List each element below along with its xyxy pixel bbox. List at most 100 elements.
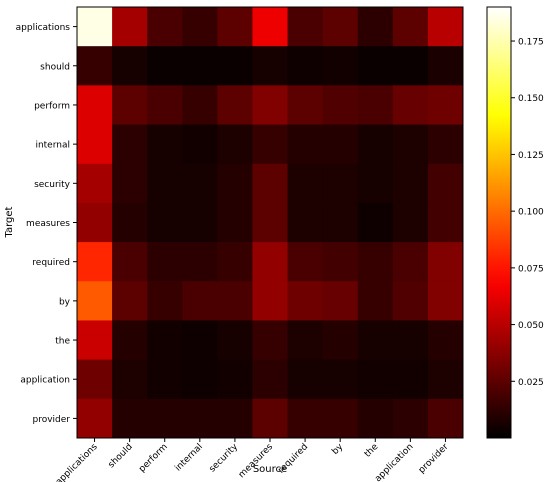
y-tick-label: security (34, 180, 71, 190)
heatmap-cell (252, 398, 289, 439)
colorbar-tick-label: 0.150 (518, 94, 544, 104)
heatmap-cell (112, 281, 148, 321)
heatmap-cell (112, 320, 148, 361)
colorbar: 0.025 0.050 0.075 0.100 0.125 0.150 0.175 (486, 6, 544, 439)
heatmap-cell (427, 242, 464, 282)
x-tick-label: by (330, 442, 345, 457)
heatmap-cell (322, 281, 359, 321)
heatmap-cell (427, 320, 464, 361)
heatmap-cell (322, 202, 359, 243)
heatmap-cell (217, 202, 253, 243)
heatmap-cell (357, 359, 394, 400)
heatmap-cell (217, 320, 253, 361)
heatmap-cell (147, 202, 183, 243)
colorbar-tick-label: 0.075 (518, 264, 544, 274)
colorbar-tick-label: 0.125 (518, 151, 544, 161)
heatmap-cell (392, 163, 429, 204)
heatmap-cell (217, 398, 253, 439)
heatmap-cell (112, 398, 148, 439)
y-tick-label: applications (16, 23, 71, 33)
y-tick-label: provider (33, 415, 71, 425)
heatmap-cell (252, 202, 289, 243)
x-axis-title: Source (253, 464, 287, 475)
heatmap-cell (147, 124, 183, 165)
heatmap-cell (77, 7, 113, 47)
heatmap-cell (392, 359, 429, 400)
heatmap-cell (147, 281, 183, 321)
heatmap-cell (182, 242, 218, 282)
heatmap-cell (427, 359, 464, 400)
heatmap-cell (77, 202, 113, 243)
y-axis-ticks: applications should perform internal securit… (16, 23, 77, 425)
heatmap-cell (77, 163, 113, 204)
heatmap-cell (357, 85, 394, 126)
heatmap-cell (182, 202, 218, 243)
colorbar-ticks: 0.025 0.050 0.075 0.100 0.125 0.150 0.175 (511, 38, 544, 388)
heatmap-cell (77, 320, 113, 361)
heatmap-cell (427, 202, 464, 243)
heatmap-cell (392, 281, 429, 321)
heatmap-cell (182, 7, 218, 47)
heatmap-cell (357, 7, 394, 47)
heatmap-cell (287, 281, 324, 321)
heatmap-cell (357, 320, 394, 361)
heatmap-cell (252, 320, 289, 361)
heatmap-cell (112, 242, 148, 282)
heatmap-cell (392, 85, 429, 126)
heatmap-cell (287, 359, 324, 400)
y-tick-label: by (59, 297, 71, 307)
heatmap-cell (357, 281, 394, 321)
colorbar-tick-label: 0.050 (518, 321, 544, 331)
heatmap-cell (357, 398, 394, 439)
y-tick-label: measures (26, 219, 70, 229)
heatmap-cell (147, 46, 183, 86)
heatmap-cell (112, 202, 148, 243)
colorbar-tick-label: 0.100 (518, 208, 544, 218)
heatmap-cell (427, 163, 464, 204)
heatmap-cell (322, 163, 359, 204)
heatmap-cell (357, 124, 394, 165)
y-tick-label: perform (34, 101, 70, 111)
heatmap-cell (77, 46, 113, 86)
y-tick-label: application (20, 376, 70, 386)
heatmap-cell (392, 7, 429, 47)
heatmap-cell (322, 46, 359, 86)
heatmap-cell (427, 398, 464, 439)
heatmap-cell (252, 242, 289, 282)
heatmap-cell (392, 124, 429, 165)
heatmap-cell (217, 85, 253, 126)
x-tick-label: application (373, 442, 415, 482)
heatmap-cell (322, 398, 359, 439)
heatmap-cell (287, 7, 324, 47)
heatmap-cell (217, 124, 253, 165)
heatmap-cell (287, 163, 324, 204)
heatmap-cell (322, 7, 359, 47)
x-tick-label: security (208, 442, 241, 475)
x-tick-label: the (363, 442, 381, 460)
heatmap-cell (357, 202, 394, 243)
heatmap-cell (112, 7, 148, 47)
heatmap-cell (252, 85, 289, 126)
x-tick-label: internal (173, 442, 204, 473)
heatmap-cell (77, 85, 113, 126)
heatmap-cell (182, 85, 218, 126)
y-axis-title: Target (4, 206, 15, 238)
heatmap-cell (217, 7, 253, 47)
heatmap-cell (252, 163, 289, 204)
heatmap-cell (357, 242, 394, 282)
heatmap-cell (147, 320, 183, 361)
heatmap-cell (287, 320, 324, 361)
heatmap-cell (112, 46, 148, 86)
x-tick-label: should (107, 442, 135, 470)
heatmap-cell (217, 163, 253, 204)
heatmap-cell (147, 163, 183, 204)
heatmap-cell (112, 85, 148, 126)
heatmap-cell (217, 46, 253, 86)
y-tick-label: should (40, 62, 70, 72)
heatmap-cell (77, 281, 113, 321)
heatmap-cell (77, 242, 113, 282)
heatmap-cell (252, 7, 289, 47)
heatmap-cells (77, 7, 464, 439)
heatmap-cell (427, 85, 464, 126)
